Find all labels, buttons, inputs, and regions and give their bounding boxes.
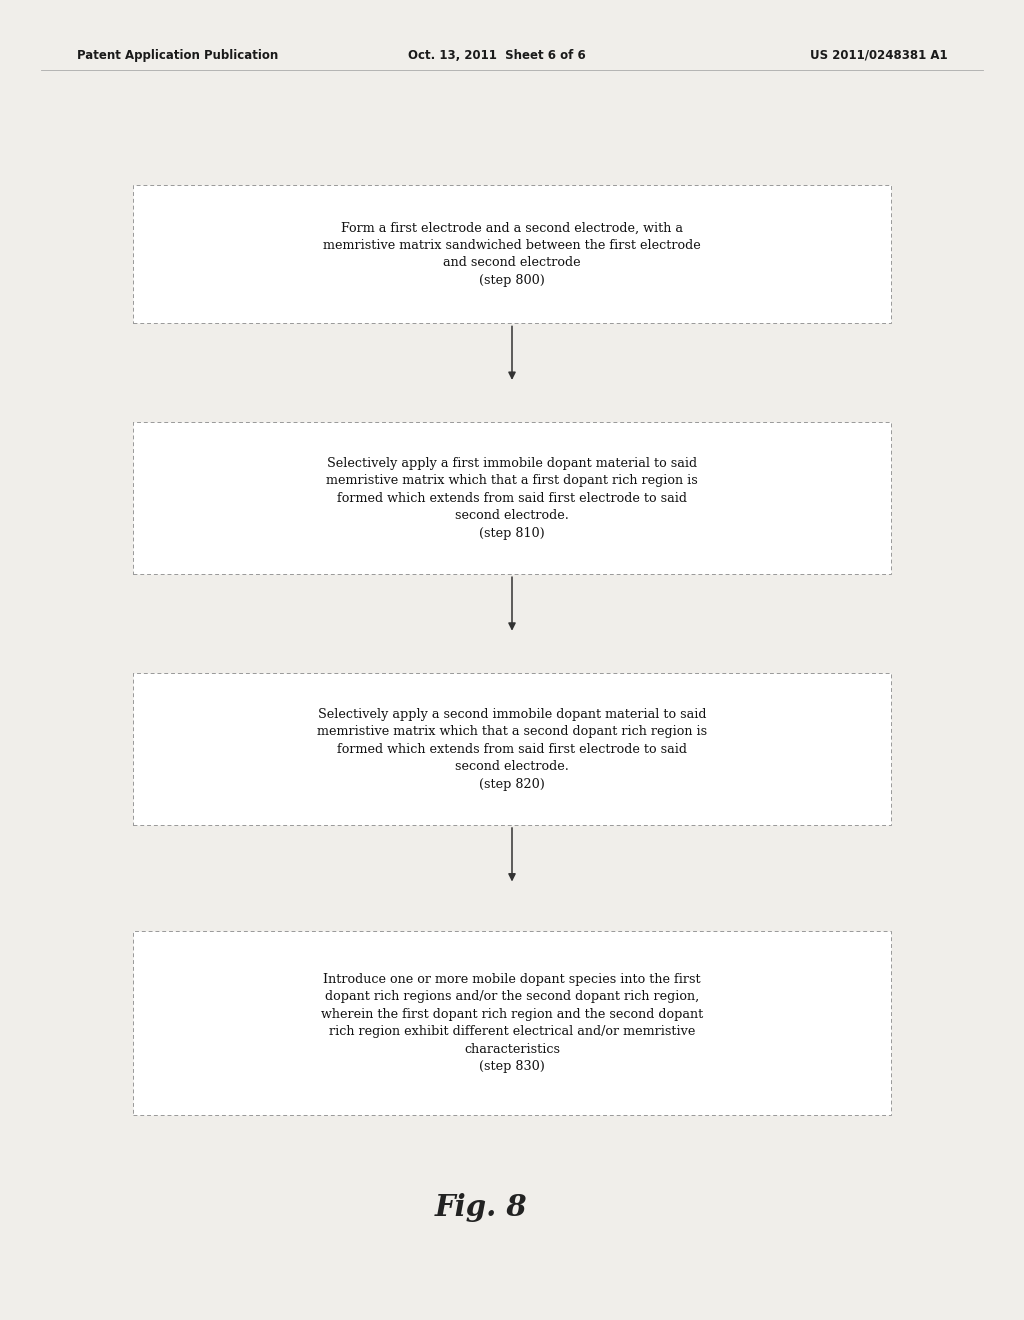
Text: Introduce one or more mobile dopant species into the first
dopant rich regions a: Introduce one or more mobile dopant spec… bbox=[321, 973, 703, 1073]
FancyBboxPatch shape bbox=[133, 185, 891, 323]
FancyBboxPatch shape bbox=[133, 422, 891, 574]
Text: Fig. 8: Fig. 8 bbox=[435, 1193, 527, 1222]
FancyBboxPatch shape bbox=[133, 931, 891, 1115]
Text: Patent Application Publication: Patent Application Publication bbox=[77, 49, 279, 62]
Text: Form a first electrode and a second electrode, with a
memristive matrix sandwich: Form a first electrode and a second elec… bbox=[324, 222, 700, 286]
Text: Oct. 13, 2011  Sheet 6 of 6: Oct. 13, 2011 Sheet 6 of 6 bbox=[408, 49, 586, 62]
Text: Selectively apply a first immobile dopant material to said
memristive matrix whi: Selectively apply a first immobile dopan… bbox=[326, 457, 698, 540]
FancyBboxPatch shape bbox=[133, 673, 891, 825]
Text: US 2011/0248381 A1: US 2011/0248381 A1 bbox=[810, 49, 947, 62]
Text: Selectively apply a second immobile dopant material to said
memristive matrix wh: Selectively apply a second immobile dopa… bbox=[317, 708, 707, 791]
